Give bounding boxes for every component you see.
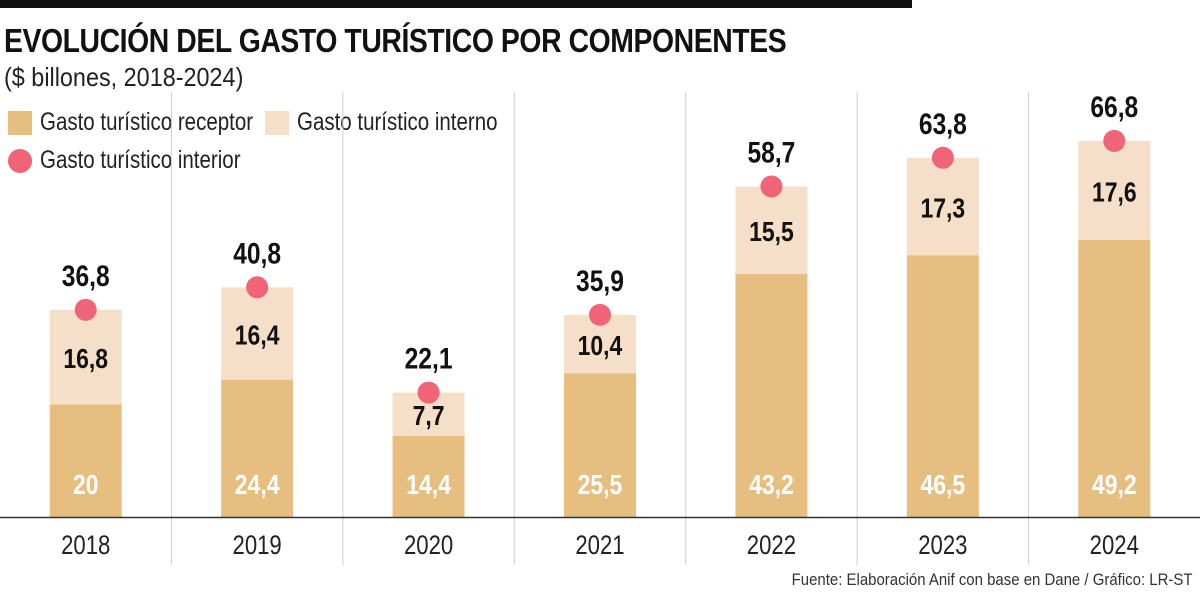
top-rule — [0, 0, 912, 8]
bar-receptor-2023 — [906, 255, 979, 517]
label-receptor-2022: 43,2 — [749, 470, 794, 501]
label-interno-2019: 16,4 — [235, 320, 280, 351]
bar-interno-2023 — [906, 157, 979, 256]
label-interior-2023: 63,8 — [919, 106, 967, 140]
label-receptor-2024: 49,2 — [1092, 470, 1137, 501]
point-interior-2019 — [246, 276, 269, 299]
point-interior-2023 — [931, 146, 954, 169]
point-interior-2022 — [760, 175, 783, 198]
legend-interior: Gasto turístico interior — [8, 146, 285, 175]
label-interno-2018: 16,8 — [63, 344, 108, 375]
label-interior-2022: 58,7 — [747, 135, 795, 169]
label-interno-2023: 17,3 — [921, 193, 966, 224]
point-interior-2020 — [417, 381, 440, 404]
label-interno-2024: 17,6 — [1092, 177, 1137, 208]
source-note: Fuente: Elaboración Anif con base en Dan… — [791, 570, 1192, 589]
legend-label-receptor: Gasto turístico receptor — [40, 108, 254, 136]
bar-receptor-2018 — [49, 404, 122, 517]
bar-receptor-2021 — [564, 373, 636, 517]
legend-label-interior: Gasto turístico interior — [40, 146, 241, 174]
bar-receptor-2024 — [1078, 240, 1151, 517]
point-interior-2024 — [1103, 129, 1126, 152]
label-interior-2019: 40,8 — [233, 236, 281, 270]
label-receptor-2021: 25,5 — [578, 470, 623, 501]
label-interior-2024: 66,8 — [1090, 90, 1138, 124]
bar-receptor-2020 — [392, 435, 465, 517]
x-tick-2020: 2020 — [404, 531, 453, 561]
label-receptor-2020: 14,4 — [406, 470, 451, 501]
chart-title: EVOLUCIÓN DEL GASTO TURÍSTICO POR COMPON… — [4, 22, 787, 59]
x-tick-2019: 2019 — [233, 531, 282, 561]
x-tick-2024: 2024 — [1090, 531, 1139, 561]
bar-interno-2024 — [1078, 140, 1151, 241]
bar-receptor-2022 — [735, 273, 808, 517]
label-interior-2018: 36,8 — [62, 258, 110, 292]
point-interior-2018 — [74, 298, 97, 321]
bar-receptor-2019 — [221, 379, 294, 517]
chart-subtitle: ($ billones, 2018-2024) — [4, 62, 244, 92]
x-tick-2022: 2022 — [747, 531, 796, 561]
label-receptor-2019: 24,4 — [235, 470, 280, 501]
label-interno-2022: 15,5 — [749, 217, 794, 248]
bar-interno-2022 — [735, 186, 808, 274]
label-receptor-2023: 46,5 — [921, 470, 966, 501]
x-tick-2023: 2023 — [918, 531, 967, 561]
x-tick-2021: 2021 — [575, 531, 624, 561]
point-interior-2021 — [589, 303, 611, 326]
x-tick-2018: 2018 — [61, 531, 110, 561]
legend-swatch-receptor — [8, 110, 32, 135]
label-interno-2021: 10,4 — [578, 331, 623, 362]
legend-dot-interior — [8, 148, 32, 173]
legend-receptor: Gasto turístico receptor — [8, 108, 300, 137]
legend-label-interno: Gasto turístico interno — [297, 108, 498, 136]
bar-interno-2018 — [49, 309, 122, 405]
label-interior-2021: 35,9 — [576, 264, 624, 298]
label-interno-2020: 7,7 — [413, 401, 445, 432]
label-interior-2020: 22,1 — [405, 341, 453, 375]
label-receptor-2018: 20 — [73, 470, 99, 501]
bar-interno-2019 — [221, 287, 294, 380]
legend-interno: Gasto turístico interno — [265, 108, 542, 137]
legend-swatch-interno — [265, 110, 289, 135]
